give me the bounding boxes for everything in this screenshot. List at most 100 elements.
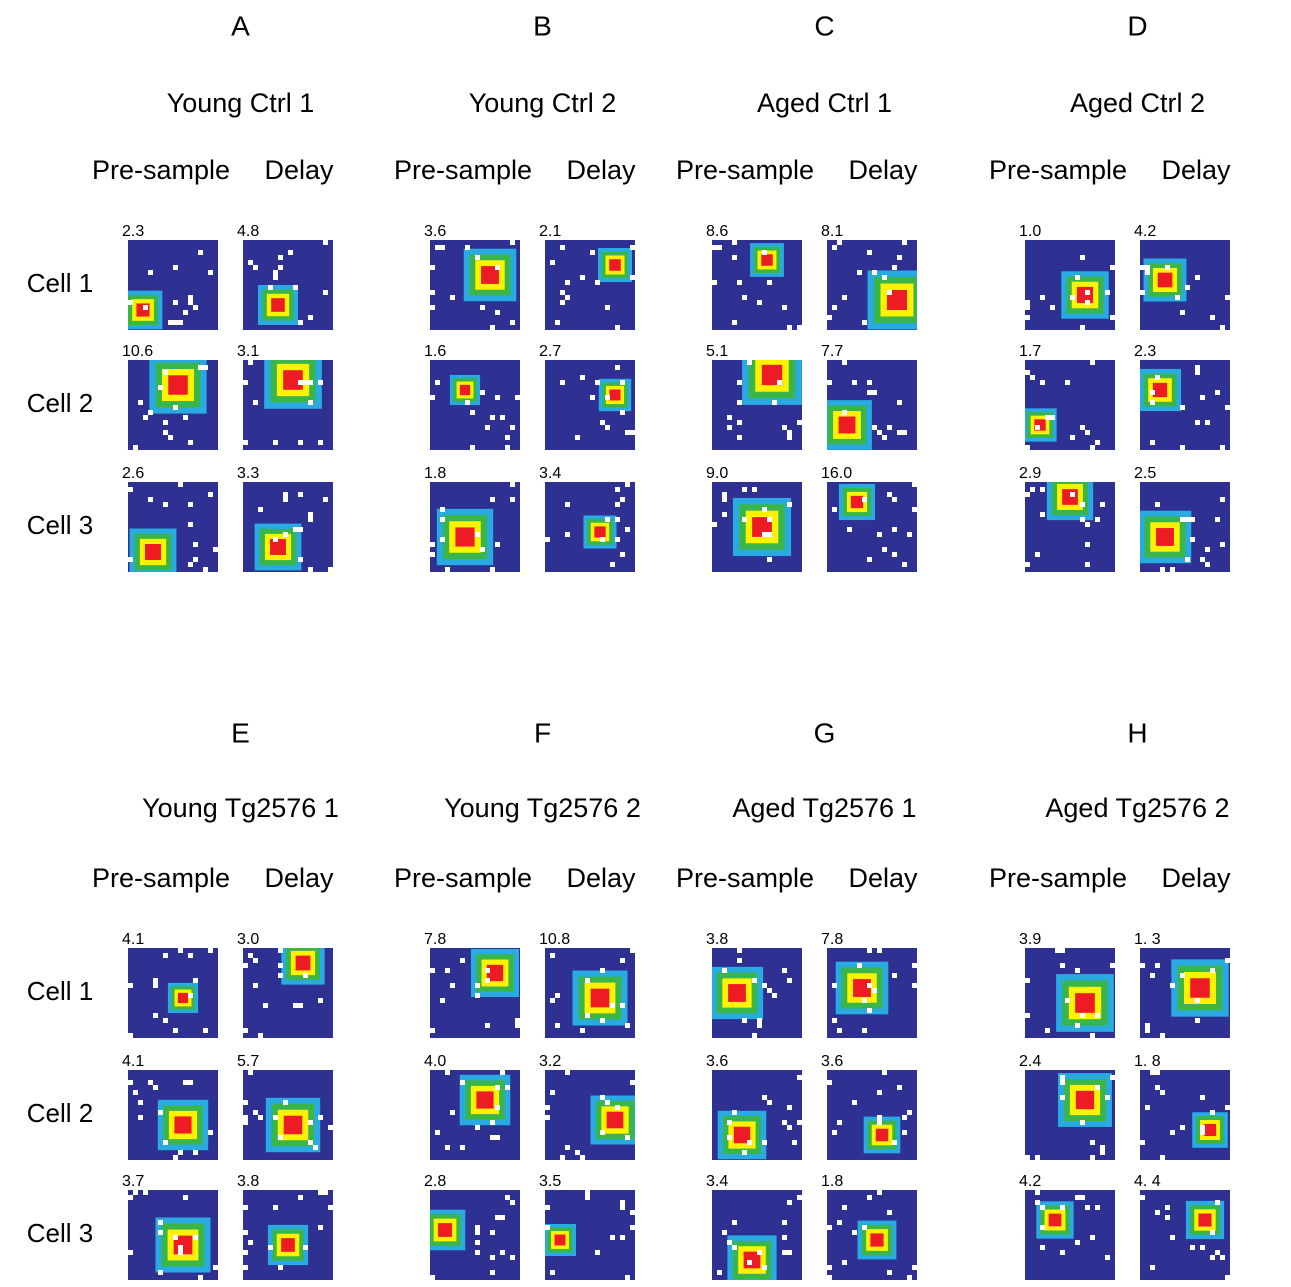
peak-rate: 2.9: [1019, 465, 1041, 482]
rate-map: [827, 1190, 917, 1280]
unvisited-bin: [490, 497, 495, 502]
unvisited-bin: [128, 983, 133, 988]
peak-rate: 2.7: [539, 343, 561, 360]
unvisited-bin: [757, 1018, 762, 1023]
column-label: Delay: [566, 863, 636, 893]
unvisited-bin: [867, 557, 872, 562]
unvisited-bin: [173, 1155, 178, 1160]
unvisited-bin: [1225, 405, 1230, 410]
unvisited-bin: [842, 295, 847, 300]
unvisited-bin: [445, 567, 450, 572]
firing-field: [1048, 1213, 1062, 1227]
unvisited-bin: [278, 963, 283, 968]
firing-field: [554, 1234, 566, 1246]
peak-rate: 9.0: [706, 465, 728, 482]
firing-field: [1075, 993, 1095, 1013]
unvisited-bin: [1110, 265, 1115, 270]
firing-field: [850, 495, 864, 509]
unvisited-bin: [560, 290, 565, 295]
rate-map: [243, 1190, 333, 1280]
unvisited-bin: [1180, 445, 1185, 450]
peak-rate: 5.7: [237, 1053, 259, 1070]
unvisited-bin: [907, 1110, 912, 1115]
unvisited-bin: [580, 375, 585, 380]
unvisited-bin: [767, 988, 772, 993]
unvisited-bin: [902, 240, 907, 245]
unvisited-bin: [620, 1003, 625, 1008]
unvisited-bin: [1095, 1205, 1100, 1210]
unvisited-bin: [465, 245, 470, 250]
unvisited-bin: [545, 1105, 550, 1110]
unvisited-bin: [1200, 1130, 1205, 1135]
rate-map: [430, 1070, 520, 1160]
unvisited-bin: [1200, 1095, 1205, 1100]
unvisited-bin: [1110, 1075, 1115, 1080]
unvisited-bin: [782, 1220, 787, 1225]
peak-rate: 1. 8: [1134, 1053, 1161, 1070]
unvisited-bin: [475, 1125, 480, 1130]
unvisited-bin: [193, 557, 198, 562]
unvisited-bin: [303, 1245, 308, 1250]
unvisited-bin: [178, 1150, 183, 1155]
unvisited-bin: [565, 1070, 570, 1075]
unvisited-bin: [727, 1240, 732, 1245]
rate-map: [128, 360, 218, 450]
unvisited-bin: [173, 1028, 178, 1033]
unvisited-bin: [1060, 1205, 1065, 1210]
unvisited-bin: [253, 265, 258, 270]
unvisited-bin: [580, 1155, 585, 1160]
unvisited-bin: [717, 245, 722, 250]
unvisited-bin: [752, 1033, 757, 1038]
peak-rate: 5.1: [706, 343, 728, 360]
peak-rate: 2.8: [424, 1173, 446, 1190]
panel-title: Aged Ctrl 1: [757, 88, 892, 118]
unvisited-bin: [872, 988, 877, 993]
unvisited-bin: [1035, 1155, 1040, 1160]
peak-rate: 4.2: [1134, 223, 1156, 240]
unvisited-bin: [1080, 517, 1085, 522]
unvisited-bin: [163, 420, 168, 425]
unvisited-bin: [727, 1135, 732, 1140]
rate-map: [430, 948, 520, 1038]
unvisited-bin: [787, 1105, 792, 1110]
unvisited-bin: [168, 320, 173, 325]
unvisited-bin: [1160, 1090, 1165, 1095]
unvisited-bin: [1215, 1250, 1220, 1255]
firing-field: [870, 1233, 884, 1247]
unvisited-bin: [585, 1013, 590, 1018]
unvisited-bin: [1150, 400, 1155, 405]
peak-rate: 10.8: [539, 931, 570, 948]
column-label: Delay: [566, 155, 636, 185]
firing-field: [476, 1091, 494, 1109]
unvisited-bin: [1170, 567, 1175, 572]
unvisited-bin: [188, 953, 193, 958]
unvisited-bin: [610, 1235, 615, 1240]
unvisited-bin: [887, 1270, 892, 1275]
rate-map: [827, 482, 917, 572]
unvisited-bin: [158, 385, 163, 390]
peak-rate: 10.6: [122, 343, 153, 360]
peak-rate: 3.6: [424, 223, 446, 240]
firing-field: [609, 259, 621, 271]
unvisited-bin: [762, 1265, 767, 1270]
unvisited-bin: [625, 1275, 630, 1280]
unvisited-bin: [732, 240, 737, 245]
unvisited-bin: [1140, 265, 1145, 270]
rate-map: [128, 1190, 218, 1280]
unvisited-bin: [625, 482, 630, 487]
unvisited-bin: [742, 517, 747, 522]
peak-rate: 2.1: [539, 223, 561, 240]
unvisited-bin: [128, 1195, 133, 1200]
unvisited-bin: [133, 1090, 138, 1095]
unvisited-bin: [293, 1003, 298, 1008]
unvisited-bin: [440, 507, 445, 512]
unvisited-bin: [328, 1125, 333, 1130]
unvisited-bin: [772, 993, 777, 998]
unvisited-bin: [1105, 1095, 1110, 1100]
unvisited-bin: [1160, 1033, 1165, 1038]
rate-map: [1140, 240, 1230, 330]
rate-map: [243, 948, 333, 1038]
unvisited-bin: [193, 978, 198, 983]
unvisited-bin: [460, 1080, 465, 1085]
unvisited-bin: [163, 502, 168, 507]
